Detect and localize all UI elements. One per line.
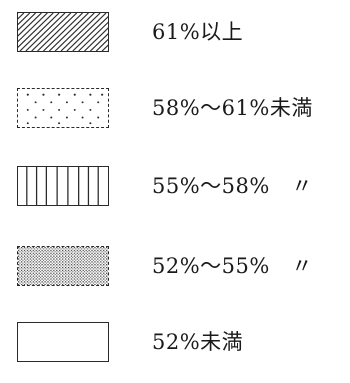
swatch-diagonal-hatch: [17, 12, 109, 52]
legend-item-55-to-58: 55%～58% 〃: [0, 166, 350, 216]
legend-label: 52%～55% 〃: [152, 254, 313, 278]
swatch-dense-dots: [17, 246, 109, 286]
vertical-lines-pattern: [26, 167, 99, 205]
legend-label: 55%～58% 〃: [152, 174, 313, 198]
legend-item-below-52: 52%未満: [0, 322, 350, 372]
legend-label: 61%以上: [152, 20, 244, 44]
dense-dots-pattern: [18, 247, 108, 285]
legend-label: 52%未満: [152, 330, 244, 354]
legend-item-61-and-above: 61%以上: [0, 12, 350, 62]
swatch-blank: [17, 322, 109, 362]
legend-label: 58%～61%未満: [152, 96, 313, 120]
diagonal-hatch-pattern: [18, 13, 108, 51]
legend-item-52-to-55: 52%～55% 〃: [0, 246, 350, 296]
swatch-sparse-dots: [17, 88, 109, 128]
legend-item-58-to-61: 58%～61%未満: [0, 88, 350, 138]
swatch-vertical-lines: [17, 166, 109, 206]
sparse-dots-pattern: [26, 93, 104, 125]
